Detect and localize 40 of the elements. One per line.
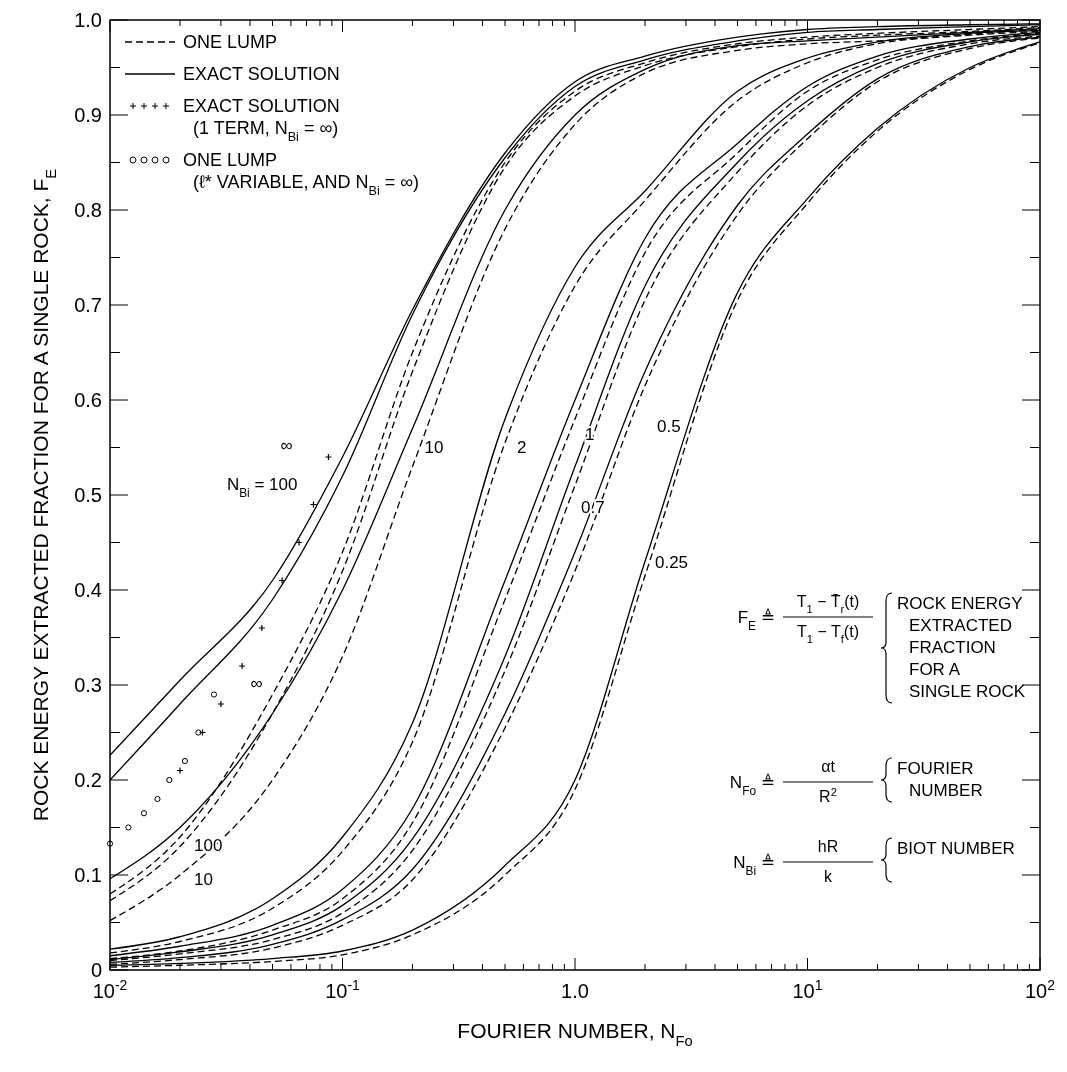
y-tick-label: 0.4: [74, 579, 102, 601]
annotation: T$_{1}$ − T̄$_{r}$(t): [796, 593, 860, 615]
annotation: ROCK ENERGY EXTRACTED FRACTION FOR A SINGLE ROCK: [897, 594, 1026, 701]
annotation: T$_{1}$ − T$_{f}$(t): [797, 623, 859, 645]
annotation: 10: [424, 437, 444, 457]
annotation: R$^{2}$: [819, 786, 837, 805]
y-tick-label: 0.1: [74, 864, 102, 886]
y-tick-label: 0.3: [74, 674, 102, 696]
annotation: 2: [517, 438, 527, 457]
annotation: BIOT NUMBER: [897, 839, 1015, 858]
x-tick-label: 1.0: [561, 980, 589, 1002]
x-tick-label: 10$^{-1}$: [325, 977, 361, 1002]
legend-label: ONE LUMP: [183, 32, 278, 52]
annotation: 10: [193, 870, 213, 889]
legend-label: ONE LUMP (ℓ* VARIABLE, AND N$_{Bi}$ = ∞): [183, 150, 420, 198]
annotation: ∞: [280, 436, 293, 455]
annotation: FOURIER NUMBER: [897, 759, 983, 800]
annotation: N$_{Bi}$ ≜: [733, 853, 775, 878]
annotation: αt: [821, 758, 836, 775]
annotation: ∞: [250, 673, 263, 693]
x-tick-label: 10$^{1}$: [792, 977, 823, 1002]
x-tick-label: 10$^{2}$: [1024, 977, 1056, 1002]
annotation: 0.25: [654, 552, 689, 572]
annotation: N$_{Fo}$ ≜: [729, 773, 775, 798]
annotation: 0.5: [656, 416, 681, 436]
y-tick-label: 0.9: [74, 104, 102, 126]
annotation: k: [824, 868, 833, 885]
y-tick-label: 0.2: [74, 769, 102, 791]
y-tick-label: 0.6: [74, 389, 102, 411]
annotation: 100: [193, 835, 223, 855]
y-tick-label: 0.7: [74, 294, 102, 316]
legend-label: EXACT SOLUTION: [183, 64, 340, 84]
y-tick-label: 0.8: [74, 199, 102, 221]
annotation: F$_{E}$ ≜: [737, 608, 775, 633]
y-tick-label: 1.0: [74, 9, 102, 31]
annotation: N$_{Bi}$ = 100: [226, 475, 298, 500]
y-tick-label: 0.5: [74, 484, 102, 506]
x-axis-title: FOURIER NUMBER, N$_{Fo}$: [457, 1019, 693, 1049]
annotation: hR: [817, 838, 839, 855]
legend-label: EXACT SOLUTION (1 TERM, N$_{Bi}$ = ∞): [183, 96, 340, 144]
